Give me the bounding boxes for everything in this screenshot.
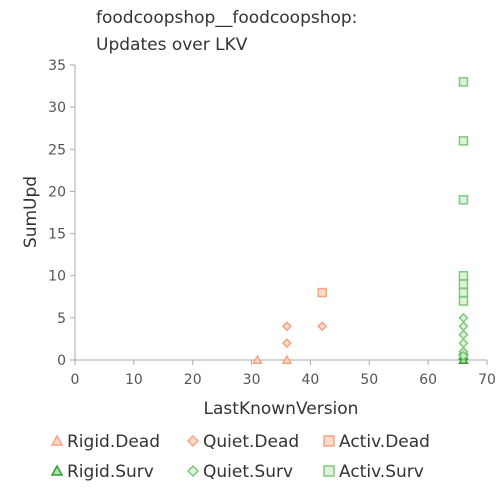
data-point: [458, 296, 469, 306]
legend: Rigid.Dead Quiet.Dead Activ.Dead Rigid.Surv…: [50, 432, 430, 482]
x-tick-label: 30: [243, 372, 261, 388]
x-tick-label: 50: [360, 372, 378, 388]
legend-item: Quiet.Surv: [186, 462, 293, 482]
data-point: [458, 136, 469, 146]
legend-item: Quiet.Dead: [186, 432, 299, 452]
x-tick-label: 70: [478, 372, 496, 388]
data-point: [252, 354, 263, 364]
legend-label: Quiet.Dead: [203, 432, 299, 452]
legend-label: Rigid.Dead: [67, 432, 160, 452]
data-point: [281, 354, 293, 364]
y-tick-label: 35: [48, 58, 66, 74]
data-point: [458, 350, 469, 361]
data-point: [281, 321, 292, 332]
data-points: [252, 77, 469, 364]
legend-item: Activ.Dead: [323, 432, 430, 452]
y-axis-label: SumUpd: [21, 176, 41, 248]
y-tick-label: 10: [48, 269, 66, 285]
x-axis-label: LastKnownVersion: [204, 399, 359, 419]
x-tick-label: 60: [419, 372, 437, 388]
legend-marker: [323, 435, 335, 447]
legend-item: Activ.Surv: [323, 462, 424, 482]
y-tick-label: 20: [48, 184, 66, 200]
legend-marker: [323, 465, 335, 477]
axis-ticks: 0 5 10 15 20 25 30 35 0 10 20 30 40 50 60 70: [48, 58, 496, 388]
data-point: [317, 321, 328, 332]
legend-marker: [50, 464, 64, 476]
data-point: [458, 312, 469, 323]
legend-item: Rigid.Surv: [50, 462, 154, 482]
legend-label: Rigid.Surv: [67, 462, 154, 482]
legend-marker: [50, 434, 64, 446]
data-point: [458, 287, 469, 298]
chart-title-line-1: foodcoopshop__foodcoopshop:: [96, 8, 357, 28]
y-tick-label: 30: [48, 100, 66, 116]
chart-title-line-2: Updates over LKV: [96, 35, 248, 55]
data-point: [458, 77, 469, 87]
legend-item: Rigid.Dead: [50, 432, 160, 452]
data-point: [281, 338, 292, 349]
data-point: [458, 321, 469, 332]
x-tick-label: 20: [184, 372, 202, 388]
y-tick-label: 5: [57, 311, 66, 327]
data-point: [458, 329, 469, 340]
x-tick-label: 10: [125, 372, 143, 388]
legend-label: Activ.Dead: [339, 432, 430, 452]
y-tick-label: 0: [57, 353, 66, 369]
data-point: [458, 338, 469, 349]
data-point: [458, 270, 469, 281]
x-tick-label: 40: [302, 372, 320, 388]
data-point: [317, 287, 327, 298]
legend-label: Quiet.Surv: [203, 462, 293, 482]
data-point: [458, 195, 469, 205]
plot-area: 0 5 10 15 20 25 30 35 0 10 20 30 40 50 60 70: [48, 58, 496, 388]
legend-marker: [186, 464, 200, 478]
y-tick-label: 25: [48, 142, 66, 158]
x-tick-label: 0: [71, 372, 80, 388]
legend-label: Activ.Surv: [339, 462, 424, 482]
legend-marker: [186, 434, 200, 448]
data-point: [458, 279, 469, 289]
y-tick-label: 15: [48, 227, 66, 243]
